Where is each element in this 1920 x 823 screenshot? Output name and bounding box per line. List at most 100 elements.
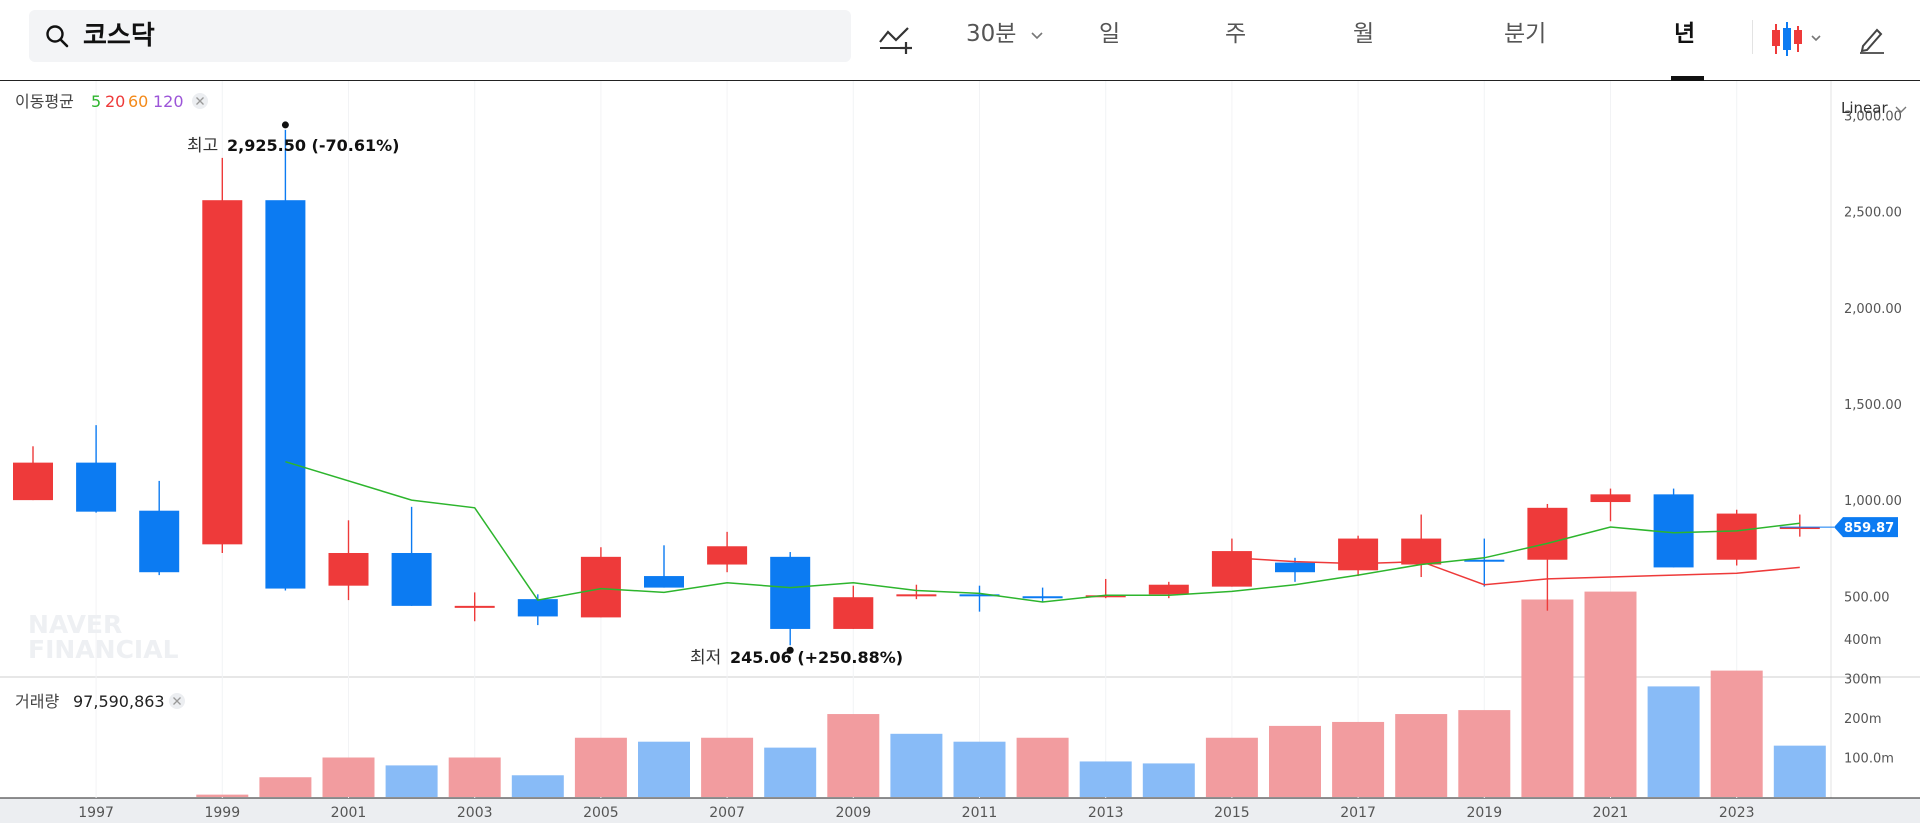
y-tick-label: 1,000.00 (1844, 494, 1902, 509)
candle-2019 (1464, 538, 1505, 587)
candle-2002 (391, 506, 432, 606)
x-tick-label: 1997 (78, 805, 114, 821)
candle-body-2017 (1338, 538, 1379, 571)
x-tick-label: 2023 (1719, 805, 1755, 821)
candle-1998 (139, 480, 180, 576)
y-tick-label: 3,000.00 (1844, 110, 1902, 125)
volume-legend-value: 97,590,863 (73, 692, 165, 711)
volume-bar-1999 (196, 794, 249, 797)
candle-body-2000 (265, 200, 306, 589)
scale-label: Linear (1841, 99, 1888, 117)
y-tick-label: 500.00 (1844, 590, 1890, 605)
ma-legend-120: 120 (153, 92, 184, 111)
candle-2000 (265, 129, 306, 591)
volume-bar-2007 (701, 737, 754, 797)
x-tick-label: 2015 (1214, 805, 1250, 821)
x-tick-label: 1999 (204, 805, 240, 821)
tab-month[interactable]: 월 (1353, 21, 1375, 47)
watermark-line-1: NAVER (28, 610, 122, 639)
volume-bar-2018 (1395, 714, 1448, 797)
candle-2008 (770, 552, 811, 646)
x-tick-label: 2009 (835, 805, 871, 821)
volume-tick-label: 100.0m (1844, 752, 1894, 767)
search-query[interactable]: 코스닥 (83, 21, 155, 51)
high-annotation: 최고 2,925.50 (-70.61%) (187, 121, 399, 156)
x-tick-label: 2019 (1466, 805, 1502, 821)
x-tick-label: 2017 (1340, 805, 1376, 821)
low-value: 245.06 (+250.88%) (730, 648, 903, 667)
interval-select[interactable]: 30분 (966, 18, 1044, 50)
volume-bar-2021 (1584, 591, 1637, 797)
tab-day[interactable]: 일 (1099, 21, 1121, 47)
candle-body-2021 (1590, 494, 1631, 503)
candle-body-2012 (1022, 596, 1063, 599)
search-icon (46, 25, 69, 48)
candlestick-type-icon[interactable] (1770, 20, 1826, 58)
candle-2009 (833, 585, 874, 629)
volume-bar-2016 (1269, 725, 1321, 797)
candle-body-2010 (896, 594, 937, 597)
candle-body-2002 (391, 552, 432, 606)
x-tick-label: 2007 (709, 805, 745, 821)
tab-year[interactable]: 년 (1674, 21, 1696, 47)
candle-2012 (1022, 587, 1063, 603)
x-tick-label: 2013 (1088, 805, 1124, 821)
candle-body-2007 (707, 546, 748, 565)
tab-week[interactable]: 주 (1225, 21, 1247, 47)
tab-quarter[interactable]: 분기 (1504, 21, 1547, 47)
candle-2020 (1527, 503, 1568, 611)
time-axis-bar (0, 798, 1920, 823)
volume-bar-2000 (259, 777, 312, 797)
candle-body-2005 (580, 556, 621, 618)
volume-legend[interactable]: 거래량 97,590,863 (15, 692, 185, 711)
pencil-icon[interactable] (1858, 24, 1886, 54)
volume-bar-2013 (1079, 761, 1132, 797)
candle-body-2014 (1148, 584, 1189, 595)
volume-bar-2020 (1521, 599, 1574, 797)
volume-tick-label: 400m (1844, 633, 1881, 648)
candlestick-chart[interactable]: NAVER FINANCIAL 500.00 1,000.00 1,500.00 2,… (0, 81, 1920, 823)
current-price-badge (1834, 517, 1898, 538)
volume-bar-2008 (764, 747, 817, 797)
volume-tick-label: 200m (1844, 712, 1881, 727)
volume-bars (196, 591, 1826, 797)
candle-body-2023 (1716, 513, 1757, 560)
volume-bar-2011 (953, 741, 1006, 797)
candle-2003 (454, 592, 495, 622)
candle-body-2006 (644, 576, 684, 588)
volume-bar-2003 (448, 757, 501, 797)
candle-2023 (1716, 509, 1757, 566)
search-box[interactable]: 코스닥 (29, 10, 851, 62)
ma-legend-close-icon[interactable] (192, 93, 208, 109)
ma-legend-20: 20 (105, 92, 125, 111)
add-indicator-icon[interactable] (878, 22, 914, 56)
scale-select[interactable]: Linear (1841, 99, 1907, 117)
candles (13, 129, 1820, 646)
x-tick-label: 2011 (962, 805, 998, 821)
candle-2005 (580, 547, 621, 618)
candle-body-2024 (1779, 527, 1820, 530)
candle-body-2020 (1527, 507, 1568, 560)
candle-body-1996 (13, 462, 53, 501)
volume-bar-2004 (511, 775, 564, 797)
x-tick-label: 2021 (1593, 805, 1629, 821)
ma-legend[interactable]: 이동평균 5 20 60 120 (15, 92, 208, 111)
volume-bar-2017 (1332, 721, 1385, 797)
high-marker (281, 121, 289, 129)
y-tick-label: 2,000.00 (1844, 302, 1902, 317)
chart-toolbar: 코스닥 30분 일 주 월 분기 년 (0, 0, 1920, 81)
chevron-down-icon (1895, 106, 1907, 113)
volume-legend-close-icon[interactable] (169, 693, 185, 709)
ma20-line (1231, 557, 1800, 586)
candle-body-1999 (202, 200, 243, 545)
ma-legend-60: 60 (128, 92, 148, 111)
candle-2001 (328, 520, 369, 601)
candle-body-2018 (1401, 538, 1442, 565)
x-tick-label: 2001 (331, 805, 367, 821)
active-tab-indicator (1671, 76, 1704, 81)
high-label: 최고 (187, 136, 218, 156)
candle-1996 (13, 446, 53, 501)
interval-label: 30분 (966, 21, 1017, 47)
volume-bar-2001 (322, 757, 375, 797)
volume-bar-2005 (574, 737, 627, 797)
